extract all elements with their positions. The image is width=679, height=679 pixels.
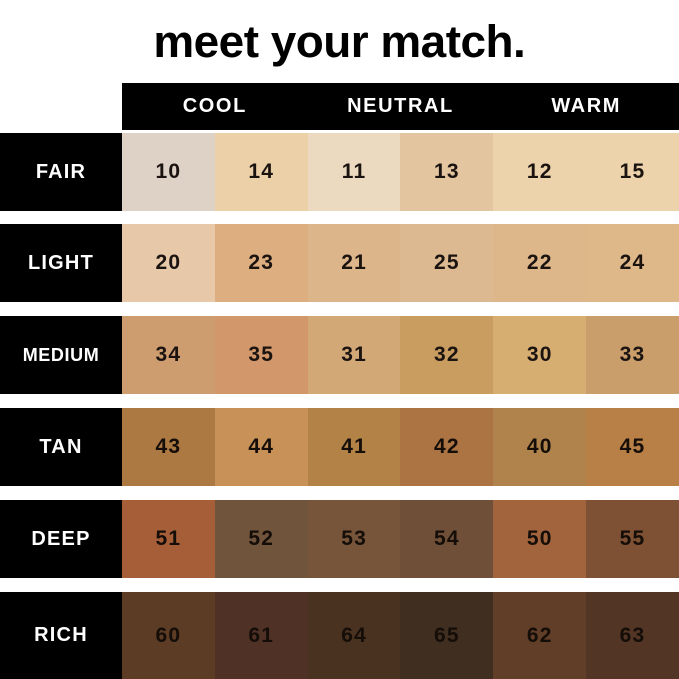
shade-swatch-11[interactable]: 11 (307, 133, 401, 211)
shade-swatch-20[interactable]: 20 (122, 224, 215, 302)
shade-swatch-55[interactable]: 55 (586, 500, 679, 578)
shade-swatch-23[interactable]: 23 (214, 224, 308, 302)
table-row: LIGHT 20 23 21 25 22 24 (0, 224, 679, 302)
shade-swatch-45[interactable]: 45 (586, 408, 679, 486)
shade-swatch-21[interactable]: 21 (307, 224, 401, 302)
shade-swatch-35[interactable]: 35 (214, 316, 308, 394)
row-label-tan: TAN (0, 408, 122, 486)
swatch-group-deep: 51 52 53 54 50 55 (122, 500, 679, 578)
shade-swatch-12[interactable]: 12 (493, 133, 587, 211)
shade-swatch-22[interactable]: 22 (493, 224, 587, 302)
row-label-light: LIGHT (0, 224, 122, 302)
shade-swatch-62[interactable]: 62 (493, 592, 587, 679)
shade-swatch-33[interactable]: 33 (586, 316, 679, 394)
row-label-medium: MEDIUM (0, 316, 122, 394)
swatch-group-tan: 43 44 41 42 40 45 (122, 408, 679, 486)
shade-swatch-15[interactable]: 15 (586, 133, 679, 211)
shade-swatch-25[interactable]: 25 (400, 224, 494, 302)
row-label-rich: RICH (0, 592, 122, 679)
shade-swatch-65[interactable]: 65 (400, 592, 494, 679)
shade-swatch-61[interactable]: 61 (214, 592, 308, 679)
swatch-group-light: 20 23 21 25 22 24 (122, 224, 679, 302)
column-header-neutral: NEUTRAL (347, 95, 454, 117)
swatch-group-fair: 10 14 11 13 12 15 (122, 133, 679, 211)
shade-swatch-30[interactable]: 30 (493, 316, 587, 394)
shade-swatch-34[interactable]: 34 (122, 316, 215, 394)
swatch-group-rich: 60 61 64 65 62 63 (122, 592, 679, 679)
shade-swatch-32[interactable]: 32 (400, 316, 494, 394)
shade-swatch-13[interactable]: 13 (400, 133, 494, 211)
table-row: FAIR 10 14 11 13 12 15 (0, 133, 679, 211)
shade-swatch-54[interactable]: 54 (400, 500, 494, 578)
shade-swatch-31[interactable]: 31 (307, 316, 401, 394)
column-header-warm: WARM (551, 95, 622, 117)
table-row: RICH 60 61 64 65 62 63 (0, 592, 679, 679)
shade-swatch-40[interactable]: 40 (493, 408, 587, 486)
shade-swatch-52[interactable]: 52 (214, 500, 308, 578)
shade-swatch-63[interactable]: 63 (586, 592, 679, 679)
page-title: meet your match. (153, 16, 526, 67)
shade-swatch-14[interactable]: 14 (214, 133, 308, 211)
shade-swatch-41[interactable]: 41 (307, 408, 401, 486)
column-header-cool: COOL (182, 95, 247, 117)
title-area: meet your match. (0, 0, 679, 83)
table-row: MEDIUM 34 35 31 32 30 33 (0, 316, 679, 394)
shade-swatch-44[interactable]: 44 (214, 408, 308, 486)
shade-swatch-43[interactable]: 43 (122, 408, 215, 486)
shade-swatch-53[interactable]: 53 (307, 500, 401, 578)
shade-swatch-10[interactable]: 10 (122, 133, 215, 211)
shade-swatch-24[interactable]: 24 (586, 224, 679, 302)
shade-swatch-42[interactable]: 42 (400, 408, 494, 486)
swatch-group-medium: 34 35 31 32 30 33 (122, 316, 679, 394)
shade-swatch-60[interactable]: 60 (122, 592, 215, 679)
row-label-deep: DEEP (0, 500, 122, 578)
table-row: DEEP 51 52 53 54 50 55 (0, 500, 679, 578)
table-row: TAN 43 44 41 42 40 45 (0, 408, 679, 486)
undertone-header-row: COOL NEUTRAL WARM (122, 83, 679, 130)
row-label-fair: FAIR (0, 133, 122, 211)
shade-swatch-50[interactable]: 50 (493, 500, 587, 578)
shade-swatch-64[interactable]: 64 (307, 592, 401, 679)
shade-swatch-51[interactable]: 51 (122, 500, 215, 578)
